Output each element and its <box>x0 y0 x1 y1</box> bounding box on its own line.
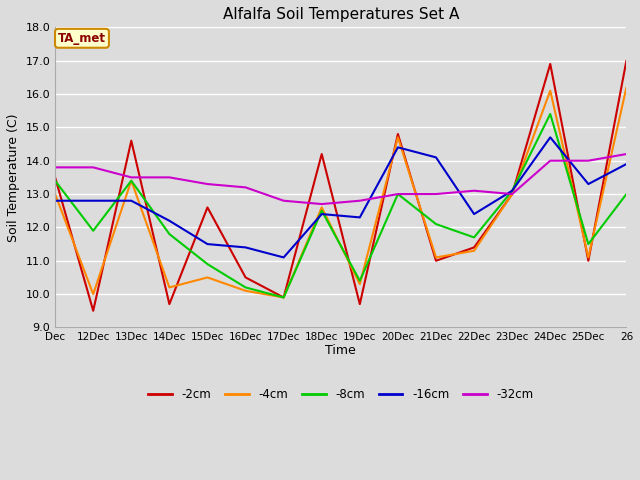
Title: Alfalfa Soil Temperatures Set A: Alfalfa Soil Temperatures Set A <box>223 7 459 22</box>
Legend: -2cm, -4cm, -8cm, -16cm, -32cm: -2cm, -4cm, -8cm, -16cm, -32cm <box>143 383 538 406</box>
Text: TA_met: TA_met <box>58 32 106 45</box>
Y-axis label: Soil Temperature (C): Soil Temperature (C) <box>7 113 20 241</box>
X-axis label: Time: Time <box>325 344 356 357</box>
